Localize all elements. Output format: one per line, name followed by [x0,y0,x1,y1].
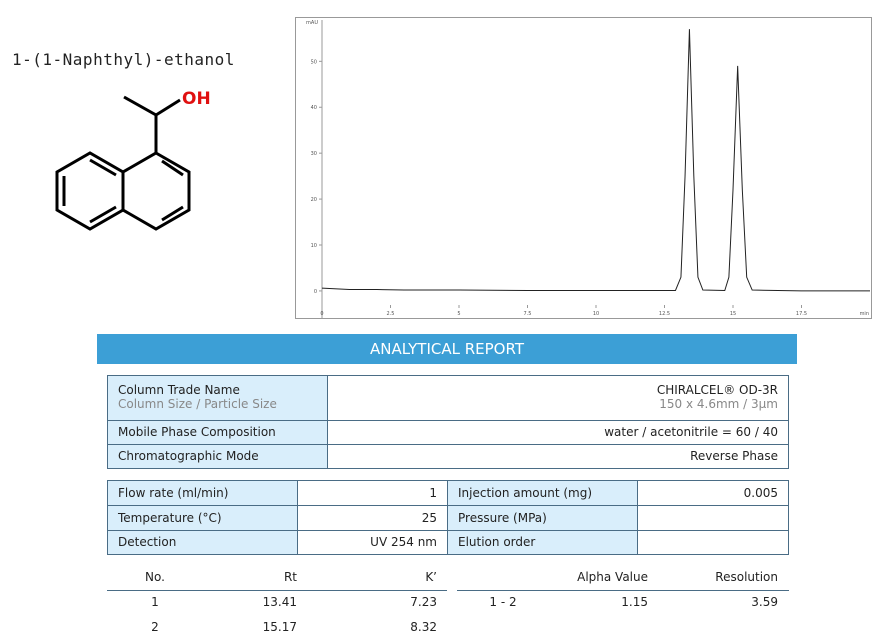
oh-label: OH [182,89,211,109]
column-header: Alpha Value [577,570,648,584]
value-cell: UV 254 nm [297,530,448,555]
label: Column Trade Name [118,383,240,397]
column-header: K’ [425,570,437,584]
value-cell: water / acetonitrile = 60 / 40 [327,420,789,445]
label-cell: Flow rate (ml/min) [107,480,298,506]
cell-value: 1 [151,595,159,609]
label-cell: Pressure (MPa) [447,505,638,531]
label-cell: Detection [107,530,298,555]
value-cell: CHIRALCEL® OD-3R 150 x 4.6mm / 3µm [327,375,789,421]
divider [107,590,447,591]
x-tick-label: 15 [730,311,736,317]
x-tick-label: 0 [320,311,323,317]
x-tick-label: 2.5 [387,311,395,317]
x-axis-label: min [860,311,869,317]
value: CHIRALCEL® OD-3R [656,383,778,397]
label: Column Size / Particle Size [118,397,277,411]
structure: OH [55,89,211,231]
label-cell: Mobile Phase Composition [107,420,328,445]
y-axis-label: mAU [306,20,318,26]
y-tick-label: 50 [311,59,317,65]
label-cell: Injection amount (mg) [447,480,638,506]
column-header: Resolution [715,570,778,584]
cell-value: 15.17 [262,620,297,634]
value-cell: 25 [297,505,448,531]
y-tick-label: 30 [311,151,317,157]
frame [295,17,872,319]
y-tick-label: 10 [311,243,317,249]
trace [321,29,870,292]
value-cell: 1 [297,480,448,506]
column-header: No. [145,570,165,584]
chromatogram: 0 10 20 30 40 50 0 2.5 5 7.5 10 12.5 15 17.5 mAU min [295,17,872,319]
cell-value: 1.15 [621,595,648,609]
cell-value: 1 - 2 [489,595,517,609]
x-tick-label: 5 [457,311,460,317]
column-header: Rt [283,570,297,584]
value-cell [637,530,789,555]
label-cell: Column Trade Name Column Size / Particle … [107,375,328,421]
y-tick-label: 0 [314,289,317,295]
divider [457,590,789,591]
report-title: ANALYTICAL REPORT [97,334,797,364]
cell-value: 8.32 [410,620,437,634]
y-tick-label: 40 [311,105,317,111]
x-tick-label: 10 [593,311,599,317]
cell-value: 13.41 [262,595,297,609]
cell-value: 3.59 [751,595,778,609]
x-tick-label: 17.5 [796,311,807,317]
value-cell [637,505,789,531]
x-tick-label: 7.5 [524,311,532,317]
cell-value: 2 [151,620,159,634]
label-cell: Elution order [447,530,638,555]
value-cell: Reverse Phase [327,444,789,469]
cell-value: 7.23 [410,595,437,609]
compound-name: 1-(1-Naphthyl)-ethanol [12,50,235,69]
label-cell: Temperature (°C) [107,505,298,531]
y-tick-label: 20 [311,197,317,203]
label-cell: Chromatographic Mode [107,444,328,469]
x-tick-label: 12.5 [659,311,670,317]
value-cell: 0.005 [637,480,789,506]
value: 150 x 4.6mm / 3µm [659,397,778,411]
